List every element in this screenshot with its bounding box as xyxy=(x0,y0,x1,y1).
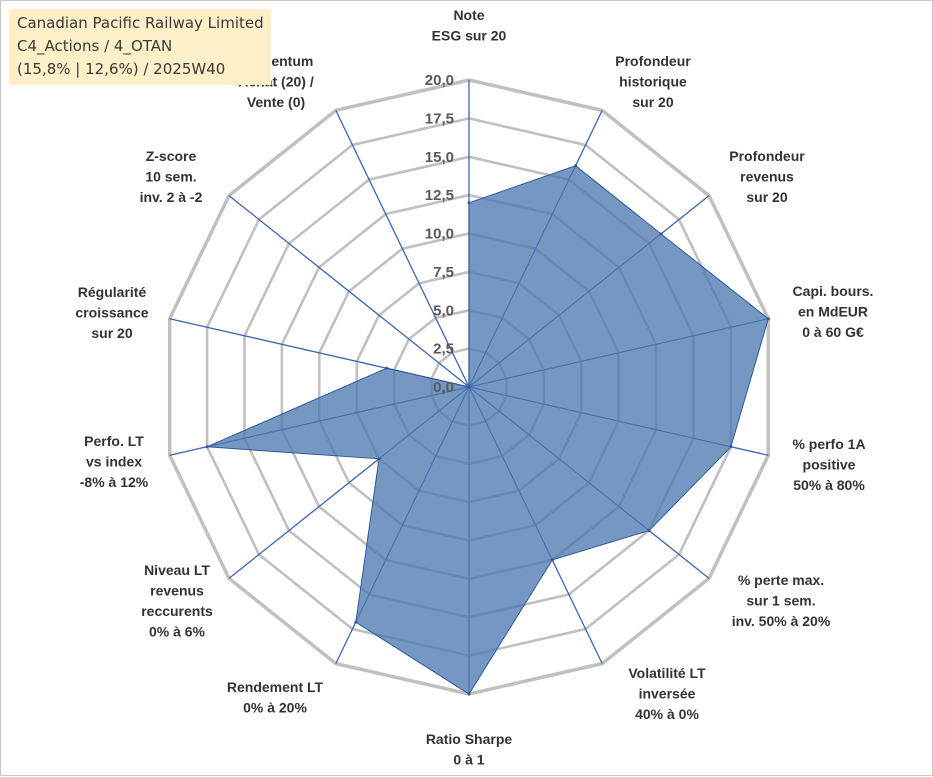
axis-label-line: Régularité xyxy=(78,284,147,300)
axis-label-line: 0% à 6% xyxy=(149,624,206,640)
data-point xyxy=(659,232,663,236)
axis-spoke xyxy=(228,195,470,388)
tick-labels: 0,0 2,5 5,0 7,5 10,0 12,5 15,0 17,5 20,0 xyxy=(425,72,454,396)
axis-label-line: revenus xyxy=(150,583,204,599)
axis-spoke xyxy=(335,110,470,388)
axis-label: Ratio Sharpe 0 à 1 xyxy=(426,731,513,768)
tick-label: 5,0 xyxy=(433,302,454,319)
axis-label-line: Vente (0) xyxy=(247,94,305,110)
axis-label-line: Profondeur xyxy=(729,148,805,164)
axis-label-line: % perfo 1A xyxy=(792,436,865,452)
axis-label: Volatilité LT inversée 40% à 0% xyxy=(628,665,706,722)
axis-label-line: sur 20 xyxy=(632,94,673,110)
axis-label-line: inv. 50% à 20% xyxy=(732,613,831,629)
tick-label: 0,0 xyxy=(433,379,454,396)
axis-label: % perfo 1A positive 50% à 80% xyxy=(792,436,865,493)
tick-label: 10,0 xyxy=(425,226,454,243)
axis-label-line: Z-score xyxy=(146,148,197,164)
axis-label: Capi. bours. en MdEUR 0 à 60 G€ xyxy=(793,283,874,340)
data-point xyxy=(354,620,358,624)
axis-label: Profondeur historique sur 20 xyxy=(615,53,691,110)
axis-label-line: Profondeur xyxy=(615,53,691,69)
tick-label: 2,5 xyxy=(433,341,454,358)
data-point xyxy=(467,201,471,205)
axis-label-line: sur 1 sem. xyxy=(746,593,815,609)
tick-label: 20,0 xyxy=(425,72,454,89)
axis-label-line: 0 à 60 G€ xyxy=(802,324,864,340)
axis-label-line: Volatilité LT xyxy=(628,665,706,681)
axis-label-line: sur 20 xyxy=(746,189,787,205)
axis-label-line: inv. 2 à -2 xyxy=(140,189,203,205)
axis-label-line: en MdEUR xyxy=(798,304,868,320)
chart-title-box: Canadian Pacific Railway Limited C4_Acti… xyxy=(9,9,271,85)
axis-label-line: sur 20 xyxy=(91,325,132,341)
axis-label: Régularité croissance sur 20 xyxy=(75,284,148,341)
axis-label-line: 40% à 0% xyxy=(635,706,699,722)
chart-title-stats: (15,8% | 12,6%) / 2025W40 xyxy=(17,60,226,78)
axis-label-line: vs index xyxy=(86,454,142,470)
axis-label-line: % perte max. xyxy=(738,572,824,588)
data-point xyxy=(385,366,389,370)
data-point xyxy=(647,529,651,533)
axis-label-line: Ratio Sharpe xyxy=(426,731,513,747)
axis-label: Niveau LT revenus reccurents 0% à 6% xyxy=(141,562,213,640)
data-point xyxy=(574,164,578,168)
axis-label: Rendement LT 0% à 20% xyxy=(227,679,324,716)
axis-label-line: historique xyxy=(619,74,687,90)
data-point xyxy=(766,317,770,321)
data-point xyxy=(205,445,209,449)
axis-label-line: revenus xyxy=(740,169,794,185)
data-point xyxy=(467,692,471,696)
axis-label-line: 0% à 20% xyxy=(243,700,307,716)
axis-label-line: croissance xyxy=(75,305,148,321)
axis-label-line: Perfo. LT xyxy=(84,433,144,449)
axis-label: Note ESG sur 20 xyxy=(432,7,507,44)
data-point xyxy=(729,445,733,449)
axis-label-line: 50% à 80% xyxy=(793,477,865,493)
axis-label-line: Capi. bours. xyxy=(793,283,874,299)
axis-label-line: Note xyxy=(453,7,484,23)
data-point xyxy=(467,385,471,389)
axis-label-line: Niveau LT xyxy=(144,562,210,578)
chart-title-company: Canadian Pacific Railway Limited xyxy=(17,14,264,32)
axis-label: Perfo. LT vs index -8% à 12% xyxy=(80,433,149,490)
tick-label: 17,5 xyxy=(425,110,454,127)
tick-label: 15,0 xyxy=(425,149,454,166)
axis-labels: Note ESG sur 20 Profondeur historique sur 20… xyxy=(75,7,873,768)
axis-label: Z-score 10 sem. inv. 2 à -2 xyxy=(140,148,203,205)
axis-label: % perte max. sur 1 sem. inv. 50% à 20% xyxy=(732,572,831,629)
tick-label: 12,5 xyxy=(425,187,454,204)
series-area xyxy=(206,165,769,695)
axis-label: Profondeur revenus sur 20 xyxy=(729,148,805,205)
axis-label-line: -8% à 12% xyxy=(80,474,149,490)
axis-label-line: 10 sem. xyxy=(145,169,196,185)
axis-label-line: ESG sur 20 xyxy=(432,28,507,44)
axis-label-line: Rendement LT xyxy=(227,679,324,695)
chart-title-category: C4_Actions / 4_OTAN xyxy=(17,37,173,55)
tick-label: 7,5 xyxy=(433,264,454,281)
axis-label-line: positive xyxy=(803,457,856,473)
data-point xyxy=(377,457,381,461)
series-layer xyxy=(205,164,770,696)
axis-label-line: reccurents xyxy=(141,603,213,619)
axis-label-line: 0 à 1 xyxy=(453,752,484,768)
data-point xyxy=(550,558,554,562)
axis-label-line: inversée xyxy=(639,686,696,702)
